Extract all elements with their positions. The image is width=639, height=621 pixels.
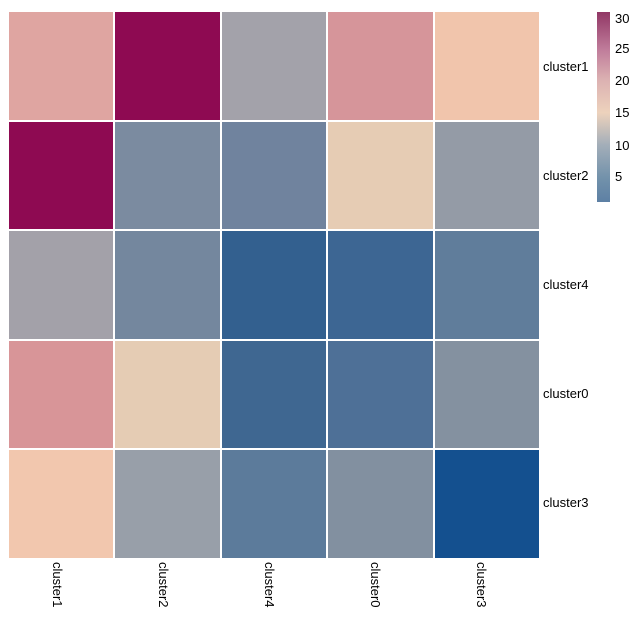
legend-tick-30: 30	[615, 10, 630, 26]
col-label-cluster0: cluster0	[368, 562, 383, 608]
heatmap-cell-cluster2-cluster3	[434, 121, 539, 230]
legend-tick-20: 20	[615, 72, 630, 88]
heatmap-cell-cluster0-cluster0	[328, 340, 433, 449]
heatmap-cell-cluster0-cluster1	[9, 340, 114, 449]
heatmap-cell-cluster0-cluster2	[115, 340, 220, 449]
heatmap-cell-cluster4-cluster1	[9, 231, 114, 339]
heatmap-cell-cluster4-cluster4	[221, 231, 327, 339]
row-label-cluster1: cluster1	[543, 58, 589, 74]
heatmap-cell-cluster1-cluster1	[9, 12, 114, 120]
heatmap-cell-cluster4-cluster0	[328, 231, 433, 339]
row-label-cluster0: cluster0	[543, 386, 589, 402]
legend-tick-15: 15	[615, 104, 630, 120]
legend-tick-25: 25	[615, 41, 630, 57]
col-label-cluster3: cluster3	[474, 562, 489, 608]
heatmap-cell-cluster1-cluster0	[328, 12, 433, 120]
row-label-cluster3: cluster3	[543, 495, 589, 511]
legend-tick-5: 5	[615, 168, 623, 184]
heatmap-cell-cluster3-cluster1	[9, 450, 114, 558]
heatmap-cell-cluster0-cluster4	[221, 340, 327, 449]
row-label-cluster2: cluster2	[543, 167, 589, 183]
heatmap-grid	[9, 12, 539, 558]
heatmap-cell-cluster3-cluster0	[328, 450, 433, 558]
heatmap-cell-cluster1-cluster4	[221, 12, 327, 120]
heatmap-cell-cluster4-cluster2	[115, 231, 220, 339]
heatmap-cell-cluster0-cluster3	[434, 340, 539, 449]
heatmap-cell-cluster2-cluster1	[9, 121, 114, 230]
heatmap-cell-cluster2-cluster2	[115, 121, 220, 230]
heatmap-cell-cluster4-cluster3	[434, 231, 539, 339]
heatmap-cell-cluster3-cluster4	[221, 450, 327, 558]
legend-tick-10: 10	[615, 137, 630, 153]
heatmap-cell-cluster1-cluster3	[434, 12, 539, 120]
row-label-cluster4: cluster4	[543, 276, 589, 292]
col-label-cluster2: cluster2	[156, 562, 171, 608]
heatmap-cell-cluster1-cluster2	[115, 12, 220, 120]
heatmap-cell-cluster2-cluster0	[328, 121, 433, 230]
heatmap-cell-cluster2-cluster4	[221, 121, 327, 230]
col-label-cluster4: cluster4	[262, 562, 277, 608]
heatmap-cell-cluster3-cluster2	[115, 450, 220, 558]
col-label-cluster1: cluster1	[50, 562, 65, 608]
legend-gradient-bar	[597, 12, 610, 202]
heatmap-cell-cluster3-cluster3	[434, 450, 539, 558]
